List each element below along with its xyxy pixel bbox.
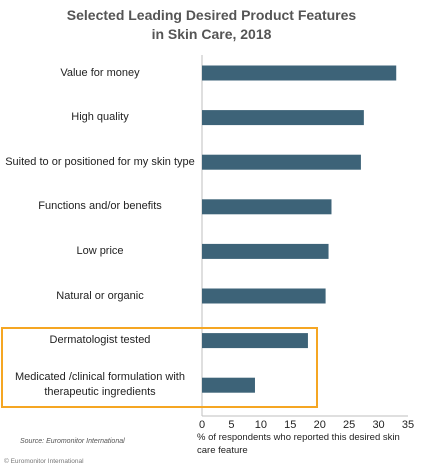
x-axis-label: % of respondents who reported this desir… bbox=[197, 432, 400, 456]
x-tick-label: 10 bbox=[254, 419, 267, 431]
bar bbox=[202, 333, 308, 349]
category-label: Suited to or positioned for my skin type bbox=[5, 155, 195, 168]
bar bbox=[202, 110, 364, 126]
highlight-box bbox=[1, 327, 318, 408]
x-tick-label: 20 bbox=[313, 419, 326, 431]
category-label: Natural or organic bbox=[56, 289, 144, 302]
bar bbox=[202, 154, 361, 170]
bar bbox=[202, 199, 332, 215]
x-tick-label: 30 bbox=[372, 419, 385, 431]
chart-title-line-1: Selected Leading Desired Product Feature… bbox=[66, 7, 357, 23]
x-tick-label: 25 bbox=[343, 419, 356, 431]
bar bbox=[202, 288, 326, 304]
copyright-note: © Euromonitor International bbox=[4, 458, 84, 465]
bar bbox=[202, 243, 329, 259]
category-label: Value for money bbox=[60, 66, 140, 79]
x-tick-label: 5 bbox=[228, 419, 235, 431]
chart-title-line-2: in Skin Care, 2018 bbox=[151, 26, 272, 42]
bar bbox=[202, 65, 397, 81]
category-label: Low price bbox=[76, 244, 124, 257]
category-label: Medicated /clinical formulation with the… bbox=[15, 371, 185, 399]
category-label: Functions and/or benefits bbox=[38, 200, 162, 213]
x-tick-label: 15 bbox=[284, 419, 297, 431]
source-note: Source: Euromonitor International bbox=[20, 438, 125, 445]
x-tick-label: 0 bbox=[198, 419, 206, 431]
chart-title: Selected Leading Desired Product Feature… bbox=[0, 6, 423, 44]
category-label: Dermatologist tested bbox=[49, 334, 151, 347]
category-label: High quality bbox=[71, 111, 129, 124]
x-tick-label: 35 bbox=[401, 419, 415, 431]
bar bbox=[202, 377, 255, 393]
